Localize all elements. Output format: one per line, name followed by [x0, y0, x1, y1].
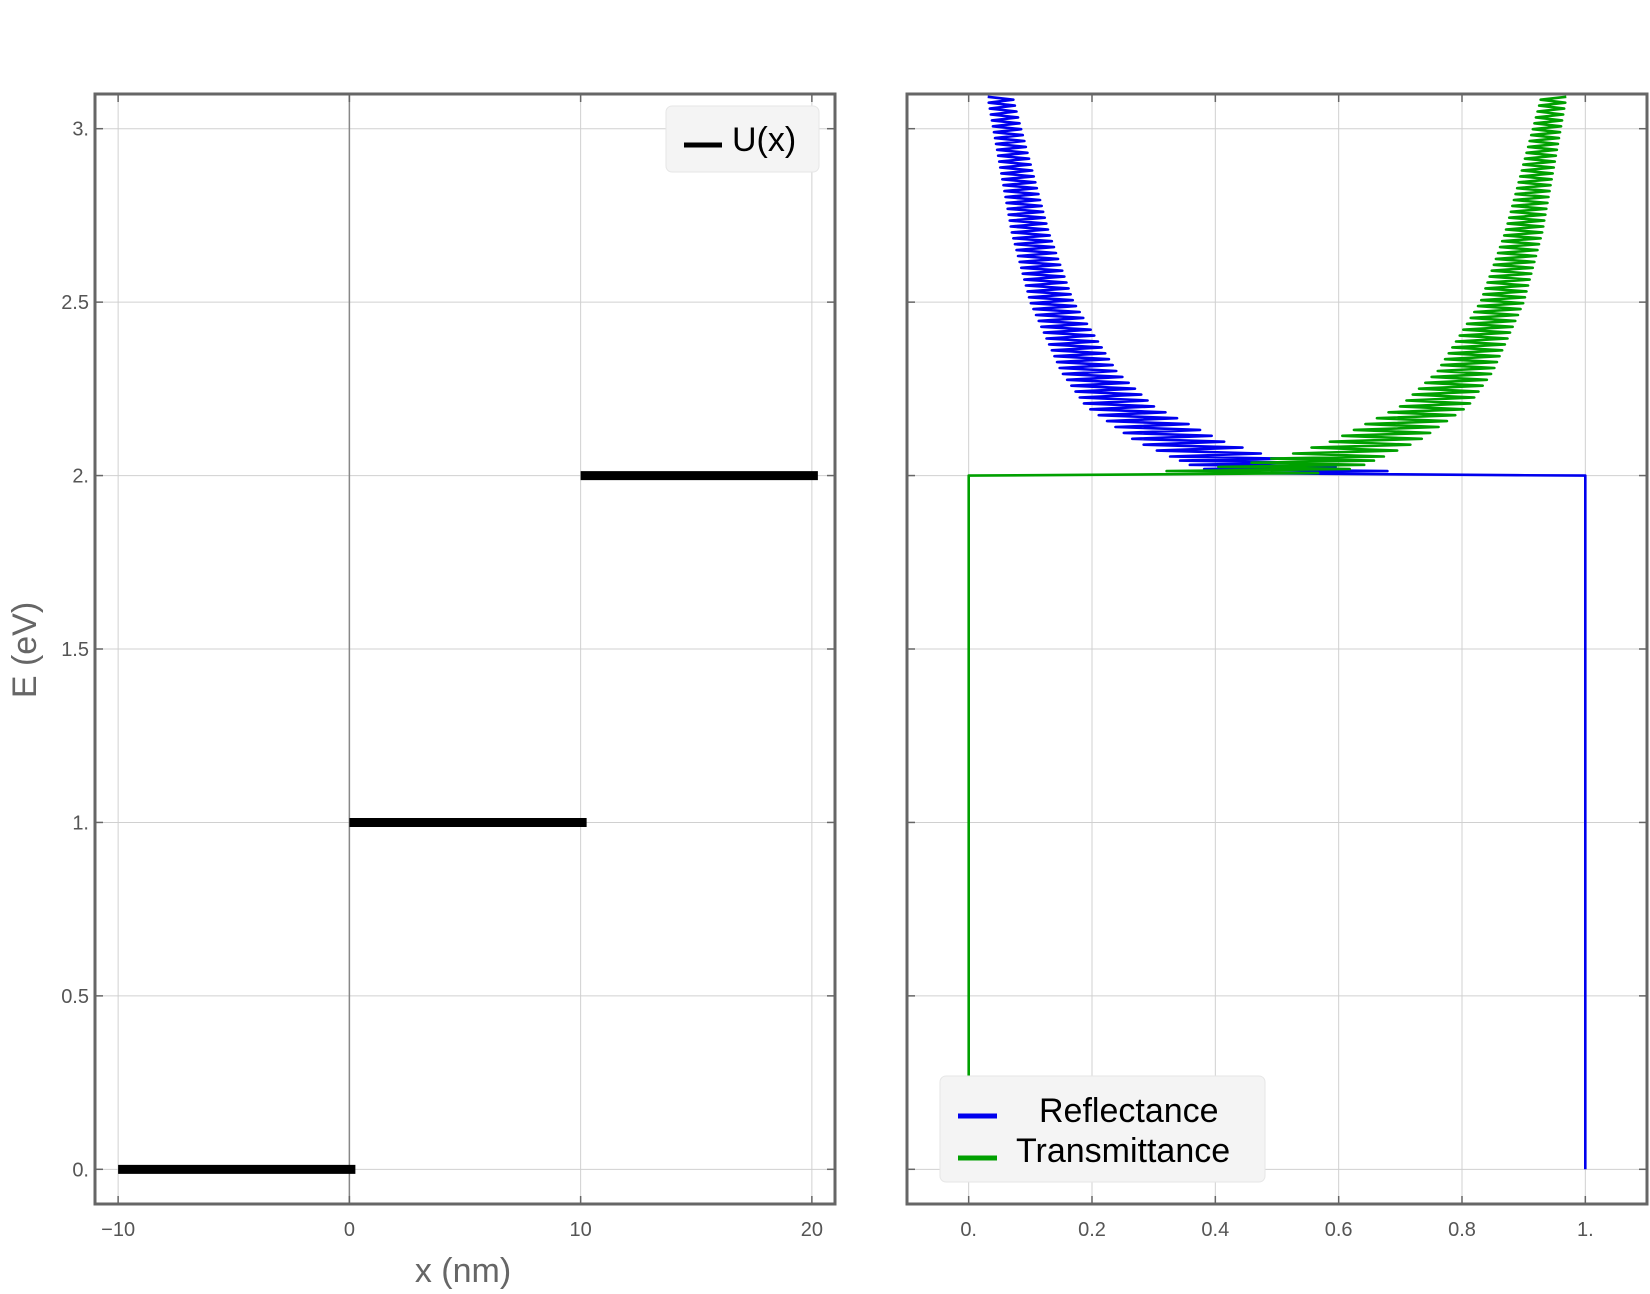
left-ticks: −10 0 10 20 0. 0.5 1. 1.5 2. 2.5 3. [61, 94, 835, 1241]
left-x-tick-label: −10 [101, 1219, 135, 1241]
left-panel: −10 0 10 20 0. 0.5 1. 1.5 2. 2.5 3. U(x) x (nm) E … [6, 92, 837, 1290]
left-y-tick-label: 0. [72, 1159, 89, 1181]
right-legend: Reflectance Transmittance [939, 1075, 1266, 1183]
left-series [118, 471, 818, 1174]
left-y-tick-label: 2.5 [61, 292, 89, 314]
left-y-tick-label: 3. [72, 119, 89, 141]
left-legend-box [665, 105, 820, 173]
left-legend: U(x) [665, 105, 820, 173]
left-y-axis-title: E (eV) [6, 602, 44, 698]
right-legend-box [939, 1075, 1266, 1183]
left-y-tick-label: 1. [72, 812, 89, 834]
right-series [967, 95, 1587, 1170]
right-x-tick-label: 1. [1577, 1219, 1594, 1241]
right-legend-label-reflectance: Reflectance [1039, 1092, 1219, 1130]
right-panel: 0. 0.2 0.4 0.6 0.8 1. Reflectance Transmittan… [905, 92, 1649, 1241]
reflectance-line [987, 95, 1587, 1170]
transmittance-line [967, 95, 1567, 1170]
left-legend-label-u: U(x) [732, 121, 796, 159]
right-x-tick-label: 0.4 [1201, 1219, 1229, 1241]
right-ticks: 0. 0.2 0.4 0.6 0.8 1. [907, 94, 1647, 1241]
left-x-tick-label: 20 [801, 1219, 823, 1241]
left-x-axis-title: x (nm) [415, 1252, 511, 1290]
left-x-tick-label: 0 [344, 1219, 355, 1241]
left-y-tick-label: 0.5 [61, 986, 89, 1008]
right-x-tick-label: 0. [960, 1219, 977, 1241]
left-x-tick-label: 10 [570, 1219, 592, 1241]
right-x-tick-label: 0.8 [1448, 1219, 1476, 1241]
left-y-tick-label: 1.5 [61, 639, 89, 661]
left-y-tick-label: 2. [72, 466, 89, 488]
right-x-tick-label: 0.6 [1325, 1219, 1353, 1241]
right-x-tick-label: 0.2 [1078, 1219, 1106, 1241]
right-legend-label-transmittance: Transmittance [1016, 1132, 1230, 1170]
